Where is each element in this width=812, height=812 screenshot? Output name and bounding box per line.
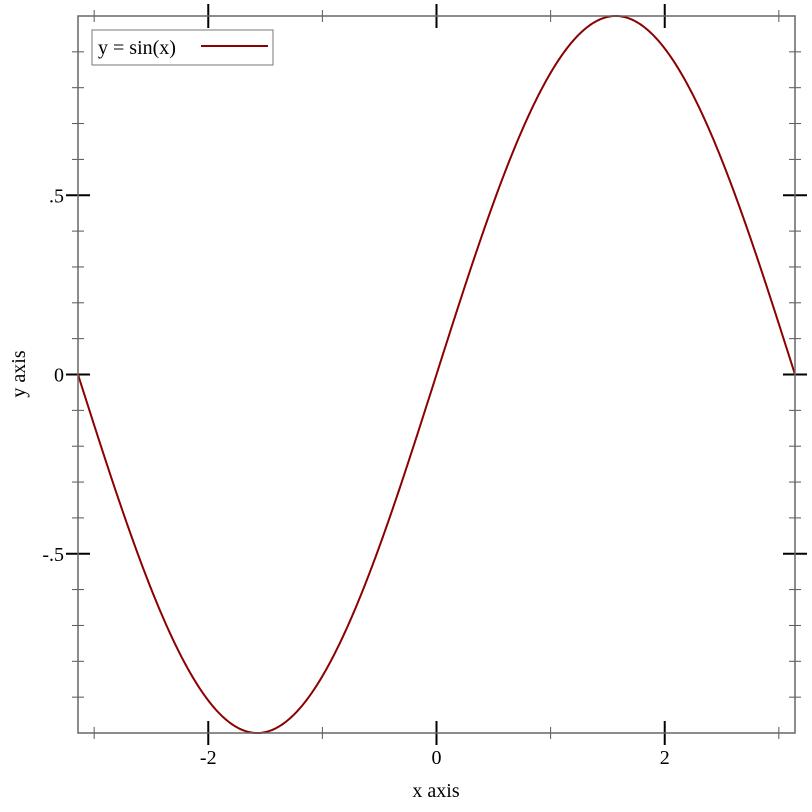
tick-labels: -2 0 2 -.5 0 .5 [42,185,669,769]
x-axis-label: x axis [412,780,459,802]
y-tick-label: -.5 [42,544,64,566]
plot-frame [77,15,796,734]
legend-label: y = sin(x) [98,37,176,59]
x-tick-label: 0 [432,747,442,769]
x-tick-label: -2 [200,747,217,769]
y-tick-label: 0 [54,365,64,387]
y-tick-label: .5 [49,185,64,207]
series-line-sin [77,14,796,735]
legend-box [91,29,274,66]
y-axis-label: y axis [8,350,30,397]
x-tick-label: 2 [660,747,670,769]
legend: y = sin(x) [91,29,274,66]
